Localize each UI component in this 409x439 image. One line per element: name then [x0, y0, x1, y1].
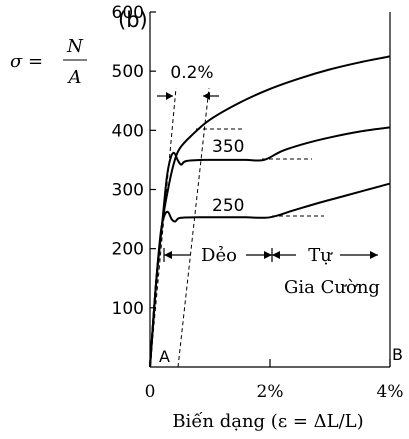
offset-arrowhead-left — [166, 92, 173, 100]
panel-label: (b) — [118, 8, 148, 32]
region-hardening-label-line1: Tự — [308, 245, 333, 266]
y-ticks: 100 200 300 400 500 600 — [112, 3, 156, 319]
point-a-label: A — [159, 347, 170, 366]
offset-arrowhead-right — [203, 92, 210, 100]
offset-label: 0.2% — [170, 63, 213, 83]
point-b-label: B — [392, 345, 403, 364]
series-line-350 — [149, 126, 391, 368]
offset-line-shifted — [177, 87, 210, 368]
plastic-arrowhead-left — [164, 251, 172, 259]
series-curves — [149, 55, 391, 368]
offset-line-origin — [149, 87, 177, 368]
x-tick-label-2: 2% — [257, 382, 284, 402]
x-ticks: 0 2% 4% — [145, 359, 404, 402]
y-axis-label-lhs: σ = — [10, 51, 43, 72]
y-axis-label-numerator: N — [66, 36, 84, 57]
y-tick-label-600: 600 — [112, 3, 144, 23]
hardening-arrowhead-right — [370, 251, 378, 259]
x-axis-label: Biến dạng (ε = ΔL/L) — [172, 411, 363, 432]
y-tick-label-400: 400 — [112, 121, 144, 141]
hardening-arrowhead-left — [272, 251, 280, 259]
region-plastic-label: Dẻo — [201, 245, 237, 266]
yield-label-350: 350 — [212, 137, 244, 157]
y-tick-label-200: 200 — [112, 240, 144, 260]
yield-label-250: 250 — [212, 196, 244, 216]
plastic-arrowhead-right — [264, 251, 272, 259]
y-tick-label-300: 300 — [112, 181, 144, 201]
y-tick-label-500: 500 — [112, 62, 144, 82]
x-tick-label-0: 0 — [145, 382, 156, 402]
y-axis-label-denominator: A — [67, 67, 82, 88]
x-tick-label-4: 4% — [377, 382, 404, 402]
region-hardening-label-line2: Gia Cường — [284, 277, 380, 298]
y-tick-label-100: 100 — [112, 299, 144, 319]
series-line-upper — [149, 55, 391, 368]
series-line-250 — [149, 182, 391, 368]
